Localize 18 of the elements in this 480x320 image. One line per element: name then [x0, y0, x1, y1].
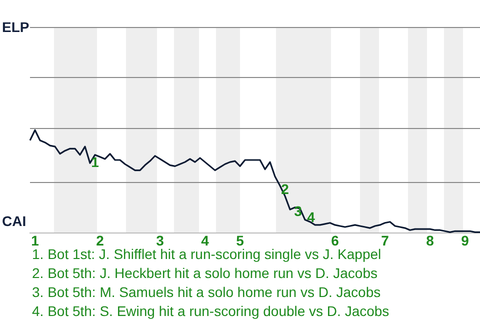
x-tick-label: 3 — [156, 232, 164, 248]
x-tick-label: 2 — [96, 232, 104, 248]
text: 4. Bot 5th: S. Ewing hit a run-scoring double vs D. Jacobs — [32, 302, 390, 320]
x-tick-label: 7 — [381, 232, 390, 248]
annotation: 1 — [91, 154, 100, 170]
annotation: 2 — [281, 180, 290, 197]
x-tick-label: 8 — [426, 232, 434, 248]
x-tick-label: 1 — [31, 232, 40, 248]
text: 1. Bot 1st: J. Shifflet hit a run-scoring single vs J. Kappel — [32, 246, 382, 264]
text: 2. Bot 5th: J. Heckbert hit a solo home run vs D. Jacobs — [32, 264, 378, 283]
x-tick-label: 9 — [461, 232, 470, 248]
text: 3. Bot 5th: M. Samuels hit a solo home run vs D. Jacobs — [32, 283, 382, 302]
x-tick-label: 4 — [201, 232, 210, 248]
annotation: 4 — [307, 208, 316, 225]
x-tick-label: 5 — [236, 232, 244, 248]
x-tick-label: 6 — [331, 232, 340, 248]
text: ELP — [2, 19, 30, 35]
text: CAI — [2, 213, 26, 229]
